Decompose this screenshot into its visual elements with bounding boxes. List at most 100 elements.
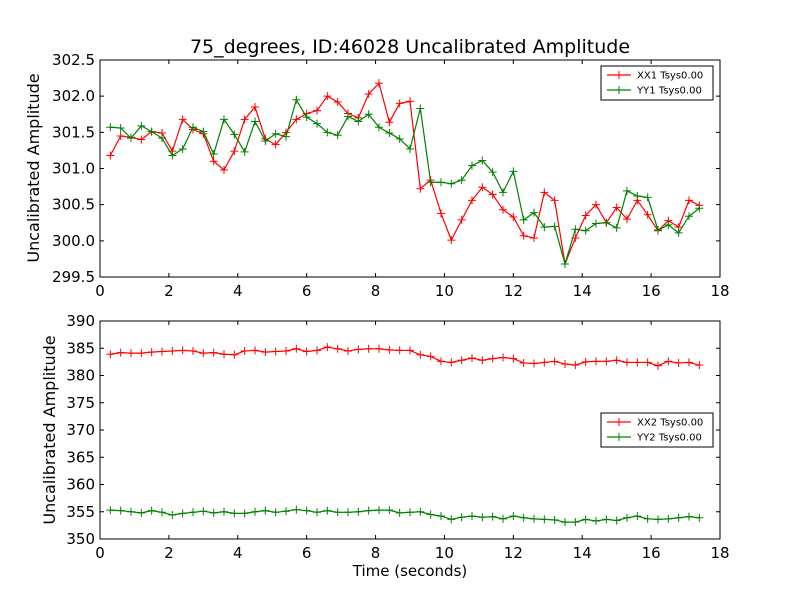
data-point-0-1-34 <box>457 176 466 185</box>
data-point-0-1-24 <box>354 117 363 126</box>
data-point-0-1-14 <box>251 117 259 126</box>
data-point-1-0-18 <box>292 344 301 353</box>
data-point-1-1-47 <box>592 517 600 526</box>
data-point-0-1-41 <box>530 208 538 217</box>
data-point-1-1-7 <box>178 509 187 518</box>
series-line-1-1 <box>110 508 700 523</box>
data-point-1-0-22 <box>333 344 342 353</box>
data-point-0-1-4 <box>147 127 156 136</box>
data-point-0-0-49 <box>612 203 621 212</box>
x-tick-label-0-5: 10 <box>435 282 454 300</box>
data-point-1-0-53 <box>654 361 662 370</box>
data-point-0-1-52 <box>643 193 652 202</box>
data-point-1-0-11 <box>220 350 228 359</box>
data-point-1-1-41 <box>530 514 538 523</box>
x-tick-label-1-5: 10 <box>435 544 454 562</box>
data-point-1-1-10 <box>209 508 218 517</box>
data-point-0-1-13 <box>240 147 249 156</box>
x-tick-label-1-1: 2 <box>164 544 174 562</box>
data-point-0-1-26 <box>375 123 383 132</box>
data-point-1-0-47 <box>592 357 600 366</box>
data-point-0-1-48 <box>602 218 611 227</box>
y-tick-label-0-2: 300.5 <box>52 196 95 214</box>
data-point-0-1-30 <box>416 104 425 113</box>
data-point-0-0-30 <box>416 184 425 193</box>
data-point-1-0-3 <box>137 349 146 358</box>
data-point-1-0-30 <box>416 350 425 359</box>
data-point-0-0-3 <box>137 135 146 144</box>
data-point-1-1-48 <box>602 515 611 524</box>
data-point-0-0-42 <box>540 188 549 197</box>
data-point-0-1-7 <box>178 144 187 153</box>
data-point-0-0-32 <box>437 209 445 218</box>
legend-marker-1-1 <box>615 433 623 441</box>
data-point-0-0-21 <box>323 92 332 101</box>
data-point-1-1-57 <box>695 513 704 522</box>
legend-label-1-1: YY2 Tsys0.00 <box>636 433 702 444</box>
y-tick-label-1-1: 355 <box>66 503 95 521</box>
data-point-1-1-8 <box>189 508 197 517</box>
y-tick-label-1-4: 370 <box>66 421 95 439</box>
data-point-1-0-5 <box>158 347 166 356</box>
data-point-0-0-46 <box>581 211 590 220</box>
data-point-0-1-51 <box>633 191 642 200</box>
data-point-0-1-29 <box>406 144 414 153</box>
data-point-1-0-13 <box>240 346 249 355</box>
y-tick-label-0-5: 302.0 <box>52 87 95 105</box>
data-point-0-1-47 <box>592 219 600 228</box>
data-point-0-0-0 <box>106 151 115 160</box>
data-point-1-0-8 <box>189 346 197 355</box>
data-point-1-0-17 <box>282 346 290 355</box>
data-point-0-0-11 <box>220 165 228 174</box>
data-point-1-1-36 <box>478 513 487 522</box>
data-point-1-1-16 <box>271 508 280 517</box>
y-tick-label-1-8: 390 <box>66 312 95 330</box>
data-point-1-0-26 <box>375 344 383 353</box>
y-tick-label-1-2: 360 <box>66 476 95 494</box>
legend-marker-1-0 <box>615 418 623 426</box>
data-point-1-0-25 <box>364 344 373 353</box>
data-point-0-0-36 <box>478 183 487 192</box>
data-point-1-1-33 <box>447 515 456 524</box>
data-point-0-1-57 <box>695 204 704 213</box>
data-point-0-0-43 <box>550 196 559 205</box>
data-point-1-1-46 <box>581 515 590 524</box>
data-point-0-1-42 <box>540 223 549 232</box>
data-point-0-1-23 <box>344 112 352 121</box>
data-point-1-1-44 <box>561 518 569 527</box>
data-point-1-1-13 <box>240 509 249 518</box>
data-point-1-1-30 <box>416 507 425 516</box>
data-point-1-1-12 <box>230 509 239 518</box>
data-point-1-0-43 <box>550 357 559 366</box>
data-point-1-1-20 <box>313 508 321 517</box>
series-line-0-0 <box>109 81 700 267</box>
data-point-1-0-32 <box>437 357 445 366</box>
data-point-0-0-22 <box>333 97 342 106</box>
y-tick-label-1-3: 365 <box>66 448 95 466</box>
data-point-0-1-28 <box>395 134 404 143</box>
data-point-0-0-40 <box>519 231 528 240</box>
top-y-axis-label: Uncalibrated Amplitude <box>24 73 43 262</box>
data-point-1-0-31 <box>426 352 435 361</box>
x-tick-label-0-8: 16 <box>642 282 661 300</box>
data-point-1-0-7 <box>178 346 187 355</box>
data-point-1-1-9 <box>199 507 208 516</box>
data-point-1-0-56 <box>685 358 693 367</box>
data-point-0-1-39 <box>509 167 518 176</box>
data-point-0-1-6 <box>168 151 177 160</box>
data-point-1-0-45 <box>571 361 580 370</box>
data-point-0-1-9 <box>199 127 208 136</box>
data-point-1-0-36 <box>478 356 487 365</box>
data-point-0-1-56 <box>685 212 693 221</box>
data-point-1-0-44 <box>561 360 569 369</box>
y-tick-label-1-5: 375 <box>66 394 95 412</box>
data-point-1-0-35 <box>468 354 476 363</box>
data-point-1-1-21 <box>323 506 332 515</box>
data-point-1-0-41 <box>530 359 538 368</box>
data-point-1-0-49 <box>612 356 621 365</box>
data-point-0-0-13 <box>240 115 249 124</box>
data-point-1-1-17 <box>282 507 290 516</box>
x-tick-label-1-8: 16 <box>642 544 661 562</box>
data-point-0-0-12 <box>230 147 239 156</box>
